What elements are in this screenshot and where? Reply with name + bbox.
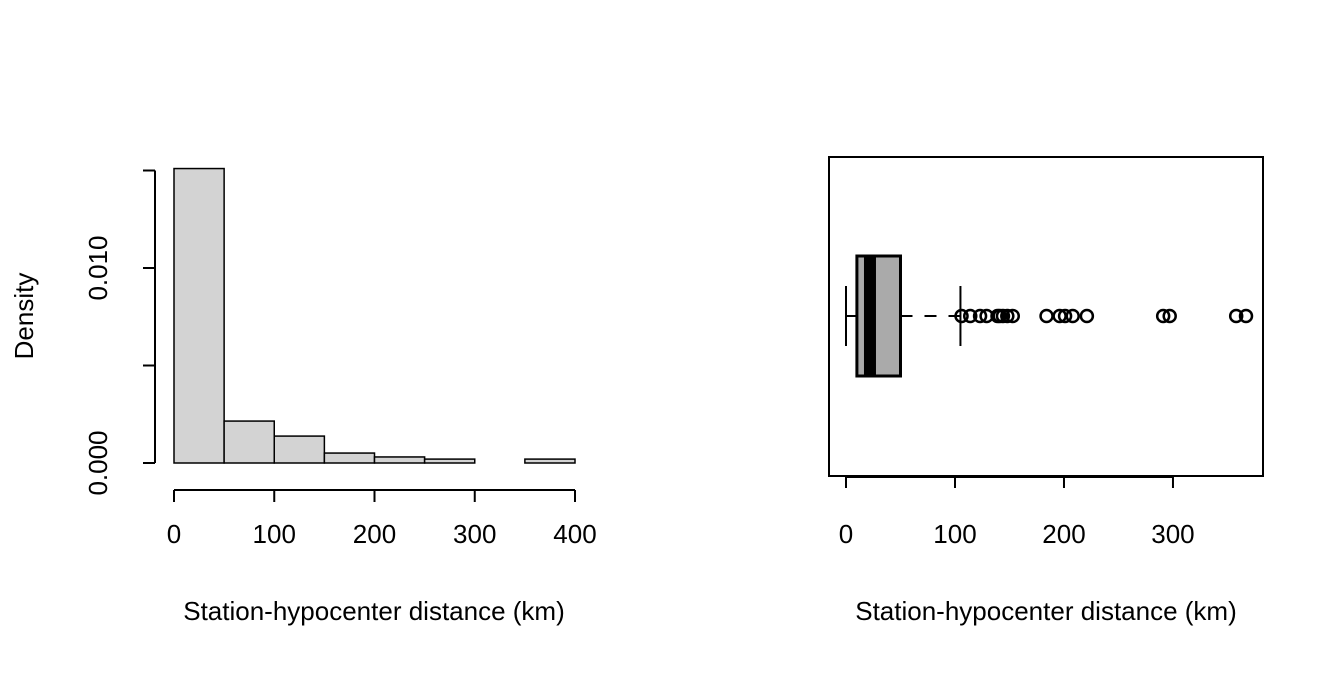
bar — [423, 458, 476, 464]
x-axis-label: Station-hypocenter distance (km) — [183, 596, 565, 626]
x-tick-label: 100 — [253, 519, 296, 549]
outlier — [1005, 308, 1021, 324]
outlier — [1155, 308, 1171, 324]
bar — [173, 167, 225, 464]
bar — [373, 456, 426, 464]
outlier — [1228, 308, 1244, 324]
bar — [323, 452, 376, 464]
outlier — [954, 308, 969, 324]
bar — [223, 420, 275, 464]
y-tick-label: 0.000 — [83, 430, 113, 495]
outlier — [1039, 308, 1054, 324]
outlier — [1162, 308, 1177, 324]
x-tick-label: 300 — [453, 519, 496, 549]
bar — [524, 458, 576, 464]
outlier — [1079, 308, 1095, 324]
x-axis-label: Station-hypocenter distance (km) — [855, 596, 1237, 626]
outlier — [1065, 308, 1080, 324]
x-tick-label: 300 — [1151, 519, 1194, 549]
outlier — [963, 308, 978, 324]
outlier — [1238, 308, 1254, 324]
box — [855, 254, 902, 378]
x-tick-label: 200 — [1042, 519, 1085, 549]
x-tick-label: 400 — [553, 519, 596, 549]
y-tick-label: 0.010 — [83, 235, 113, 300]
outlier — [1000, 308, 1015, 324]
x-tick-label: 0 — [839, 519, 853, 549]
outlier — [995, 308, 1011, 324]
x-tick-label: 100 — [933, 519, 976, 549]
y-axis-label: Density — [9, 273, 39, 360]
bar — [273, 435, 326, 464]
x-tick-label: 200 — [353, 519, 396, 549]
outlier — [972, 308, 988, 324]
x-tick-label: 0 — [167, 519, 181, 549]
outlier — [1057, 308, 1073, 324]
